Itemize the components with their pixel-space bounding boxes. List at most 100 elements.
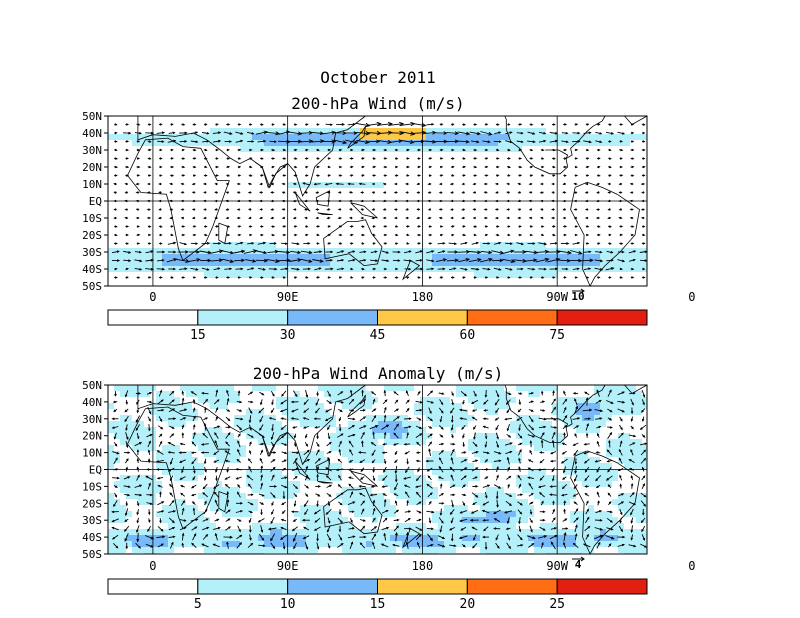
shade-cell — [288, 463, 294, 469]
shade-cell — [228, 541, 234, 547]
shade-cell — [546, 535, 552, 541]
wind-arrow — [458, 140, 469, 143]
shade-cell — [372, 427, 378, 433]
shade-cell — [246, 511, 252, 517]
shade-cell — [354, 146, 360, 152]
shade-cell — [180, 421, 186, 427]
shade-cell — [606, 260, 612, 266]
wind-arrow-head — [206, 268, 210, 271]
shade-cell — [126, 427, 132, 433]
wind-arrow-head — [159, 389, 163, 393]
wind-arrow-head — [483, 216, 487, 220]
wind-arrow-head — [204, 174, 208, 177]
wind-arrow-head — [146, 208, 150, 211]
shade-cell — [138, 481, 144, 487]
wind-arrow-head — [248, 420, 252, 424]
shade-cell — [384, 266, 390, 272]
wind-arrow-head — [385, 424, 390, 428]
wind-arrow-head — [393, 432, 397, 436]
wind-arrow-head — [262, 241, 267, 245]
wind-arrow-head — [508, 392, 512, 395]
shade-cell — [552, 134, 558, 140]
wind-arrow-head — [252, 249, 258, 254]
shade-cell — [372, 451, 378, 457]
shade-cell — [282, 427, 288, 433]
shade-cell — [384, 505, 390, 511]
wind-arrow-head — [335, 182, 339, 186]
shade-cell — [258, 385, 264, 391]
wind-arrow — [315, 398, 320, 406]
wind-arrow-head — [463, 451, 467, 454]
shade-cell — [528, 391, 534, 397]
shade-cell — [390, 475, 396, 481]
shade-cell — [462, 523, 468, 529]
shade-cell — [342, 266, 348, 272]
shade-cell — [228, 547, 234, 553]
shade-cell — [348, 427, 354, 433]
shade-cell — [504, 451, 510, 457]
wind-arrow — [246, 267, 254, 271]
wind-arrow-head — [182, 174, 186, 177]
wind-arrow-head — [483, 208, 487, 211]
wind-arrow-head — [114, 140, 118, 143]
shade-cell — [432, 493, 438, 499]
shade-cell — [498, 128, 504, 134]
wind-arrow-head — [585, 397, 589, 401]
shade-cell — [624, 140, 630, 146]
shade-cell — [408, 499, 414, 505]
wind-arrow-head — [509, 242, 513, 245]
shade-cell — [120, 487, 126, 493]
shade-cell — [312, 182, 318, 188]
wind-arrow-head — [631, 426, 634, 430]
wind-arrow-head — [327, 427, 330, 431]
shade-cell — [444, 451, 450, 457]
shade-cell — [348, 451, 354, 457]
wind-arrow-head — [158, 182, 162, 186]
shade-cell — [186, 140, 192, 146]
wind-arrow-head — [327, 157, 332, 160]
shade-cell — [234, 128, 240, 134]
wind-arrow-head — [260, 165, 264, 169]
wind-arrow-head — [225, 182, 229, 186]
wind-arrow — [401, 140, 414, 143]
wind-arrow-head — [275, 259, 280, 264]
wind-arrow-head — [195, 242, 199, 245]
wind-arrow-head — [609, 417, 613, 421]
wind-arrow-head — [360, 208, 364, 211]
shade-cell — [474, 445, 480, 451]
shade-cell — [624, 409, 630, 415]
shade-cell — [378, 128, 384, 134]
wind-arrow-head — [596, 440, 600, 444]
shade-cell — [276, 487, 282, 493]
shade-cell — [132, 439, 138, 445]
wind-arrow — [236, 424, 242, 430]
shade-cell — [336, 463, 342, 469]
shade-cell — [144, 439, 150, 445]
wind-arrow-head — [619, 157, 623, 160]
wind-arrow-head — [305, 435, 308, 439]
wind-arrow-head — [148, 276, 152, 279]
shade-cell — [234, 140, 240, 146]
wind-arrow-head — [642, 140, 646, 143]
shade-cell — [144, 140, 150, 146]
shade-cell — [258, 140, 264, 146]
shade-cell — [462, 511, 468, 517]
shade-cell — [378, 433, 384, 439]
wind-arrow-head — [353, 131, 358, 135]
wind-arrow-head — [577, 241, 581, 245]
shade-cell — [132, 421, 138, 427]
shade-cell — [444, 505, 450, 511]
shade-cell — [276, 535, 282, 541]
shade-cell — [600, 541, 606, 547]
wind-arrow-head — [586, 242, 590, 245]
wind-arrow-head — [148, 165, 152, 169]
shade-cell — [330, 433, 336, 439]
shade-cell — [318, 266, 324, 272]
shade-cell — [594, 463, 600, 469]
shade-cell — [192, 140, 198, 146]
wind-arrow — [539, 131, 546, 135]
shade-cell — [552, 427, 558, 433]
shade-cell — [426, 487, 432, 493]
shade-cell — [144, 427, 150, 433]
shade-cell — [552, 260, 558, 266]
